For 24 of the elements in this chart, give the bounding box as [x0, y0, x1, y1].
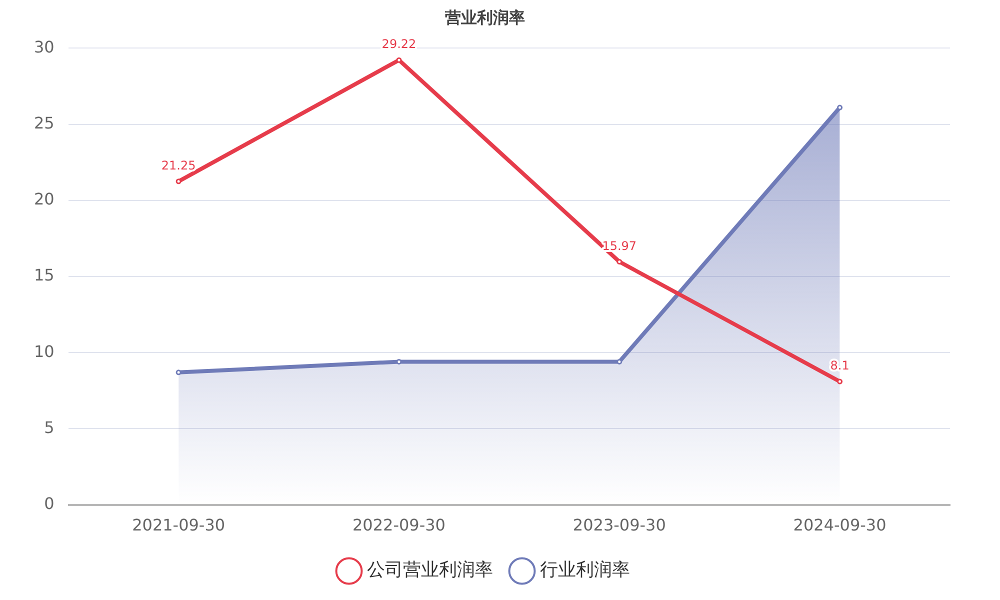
point [616, 358, 622, 364]
point [837, 104, 843, 110]
point [616, 258, 622, 264]
y-tick-label: 0 [44, 494, 54, 513]
x-tick-label: 2021-09-30 [132, 516, 226, 535]
data-label: 21.25 [161, 158, 196, 172]
point [837, 378, 843, 384]
legend-label: 公司营业利润率 [367, 560, 493, 581]
y-tick-label: 20 [34, 190, 54, 209]
y-tick-label: 5 [44, 418, 54, 437]
x-tick-label: 2022-09-30 [352, 516, 446, 535]
y-tick-label: 15 [34, 266, 54, 285]
point [176, 370, 182, 376]
x-tick-label: 2024-09-30 [793, 516, 886, 535]
point [176, 178, 182, 184]
chart-title: 营业利润率 [444, 8, 525, 27]
point [396, 57, 402, 63]
y-tick-label: 30 [34, 37, 54, 56]
data-label: 8.1 [830, 358, 850, 373]
x-tick-label: 2023-09-30 [572, 516, 666, 535]
y-tick-label: 25 [34, 113, 54, 132]
data-label: 29.22 [382, 37, 416, 52]
y-tick-label: 10 [34, 342, 54, 361]
legend-label: 行业利润率 [540, 560, 630, 581]
